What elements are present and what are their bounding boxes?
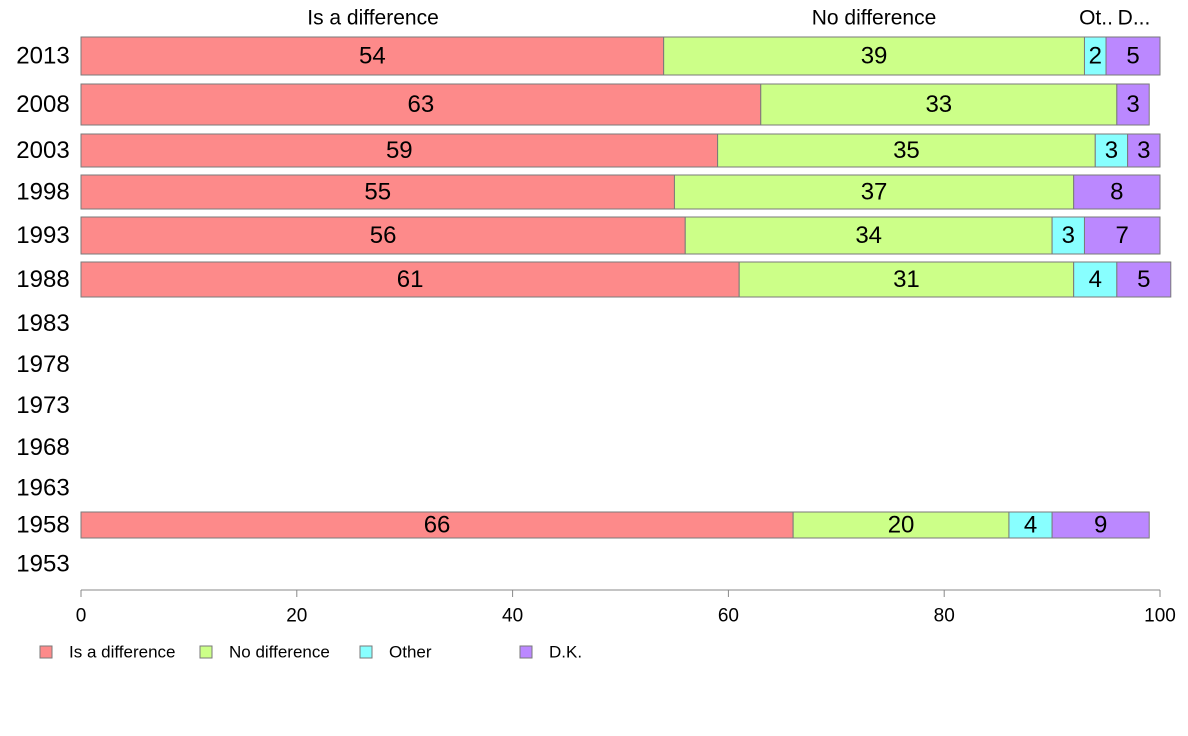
- y-tick-label: 1968: [16, 434, 69, 461]
- data-label: 4: [1024, 512, 1037, 539]
- y-tick-label: 1988: [16, 266, 69, 293]
- data-label: 3: [1126, 91, 1139, 118]
- bar-segment: [1008, 511, 1053, 539]
- data-label: 5: [1126, 43, 1139, 70]
- legend-label: Is a difference: [69, 643, 175, 662]
- bar-segment: [80, 261, 740, 298]
- data-label: 9: [1094, 512, 1107, 539]
- bar-segment: [1116, 261, 1172, 298]
- bar-segment: [1073, 174, 1161, 210]
- x-axis: 0 20 40 60 80 100: [76, 589, 1176, 627]
- bar-segment: [1094, 133, 1129, 168]
- legend-swatch: [359, 645, 373, 659]
- x-tick-label: 20: [286, 606, 307, 627]
- top-labels: Is a difference No difference Ot.. D...: [307, 7, 1150, 30]
- y-axis-labels: 2013 2008 2003 1998 1993 1988 1983 1978 1973 1968…: [16, 43, 69, 578]
- y-tick-label: 1958: [16, 512, 69, 539]
- x-tick-label: 40: [502, 606, 523, 627]
- data-label: 4: [1089, 266, 1102, 293]
- data-label: 3: [1137, 137, 1150, 164]
- y-tick-label: 1963: [16, 475, 69, 502]
- series-top-label: No difference: [812, 7, 937, 30]
- data-label: 55: [364, 179, 391, 206]
- bar-segment: [80, 511, 794, 539]
- bar-segment: [80, 83, 762, 126]
- y-tick-label: 1978: [16, 351, 69, 378]
- data-label: 20: [888, 512, 915, 539]
- series-top-label: Is a difference: [307, 7, 439, 30]
- bar-segment: [1083, 216, 1161, 255]
- bar-segment: [1127, 133, 1161, 168]
- legend-swatch: [39, 645, 53, 659]
- data-label: 66: [424, 512, 451, 539]
- data-label: 3: [1105, 137, 1118, 164]
- data-label: 59: [386, 137, 413, 164]
- data-label: 37: [861, 179, 888, 206]
- legend-label: No difference: [229, 643, 330, 662]
- bar-segment: [1105, 36, 1161, 76]
- data-label: 8: [1110, 179, 1123, 206]
- legend-label: D.K.: [549, 643, 582, 662]
- y-tick-label: 2003: [16, 137, 69, 164]
- series-top-label: D...: [1118, 7, 1151, 30]
- data-label: 54: [359, 43, 386, 70]
- data-label: 56: [370, 222, 397, 249]
- y-tick-label: 1973: [16, 392, 69, 419]
- data-label: 2: [1089, 43, 1102, 70]
- data-label: 39: [861, 43, 888, 70]
- bar-segment: [673, 174, 1075, 210]
- data-label: 35: [893, 137, 920, 164]
- data-label: 5: [1137, 266, 1150, 293]
- y-tick-label: 2008: [16, 91, 69, 118]
- data-label: 31: [893, 266, 920, 293]
- y-tick-label: 1953: [16, 551, 69, 578]
- bar-segment: [80, 133, 719, 168]
- data-label: 61: [397, 266, 424, 293]
- data-label: 63: [408, 91, 435, 118]
- x-tick-label: 60: [718, 606, 739, 627]
- bars: 54 39 2 563 33 359 35 3 355 37 856 34 3 761 31 4 566 20 4 9: [80, 36, 1172, 539]
- legend-label: Other: [389, 643, 432, 662]
- legend-swatch: [199, 645, 213, 659]
- data-label: 7: [1116, 222, 1129, 249]
- bar-segment: [663, 36, 1085, 76]
- bar-segment: [1051, 216, 1085, 255]
- legend-swatch: [519, 645, 533, 659]
- y-tick-label: 1983: [16, 310, 69, 337]
- y-tick-label: 1998: [16, 179, 69, 206]
- y-tick-label: 1993: [16, 222, 69, 249]
- x-tick-label: 0: [76, 606, 87, 627]
- bar-segment: [80, 36, 665, 76]
- bar-segment: [80, 216, 686, 255]
- x-tick-label: 100: [1144, 606, 1176, 627]
- bar-segment: [792, 511, 1010, 539]
- bar-segment: [80, 174, 675, 210]
- bar-segment: [1116, 83, 1150, 126]
- data-label: 3: [1062, 222, 1075, 249]
- bar-segment: [738, 261, 1075, 298]
- bar-segment: [760, 83, 1118, 126]
- y-tick-label: 2013: [16, 43, 69, 70]
- data-label: 33: [925, 91, 952, 118]
- data-label: 34: [855, 222, 882, 249]
- x-tick-label: 80: [934, 606, 955, 627]
- bar-segment: [684, 216, 1053, 255]
- bar-segment: [717, 133, 1096, 168]
- legend: Is a difference No difference Other D.K.: [39, 643, 582, 662]
- series-top-label: Ot..: [1079, 7, 1113, 30]
- bar-segment: [1051, 511, 1150, 539]
